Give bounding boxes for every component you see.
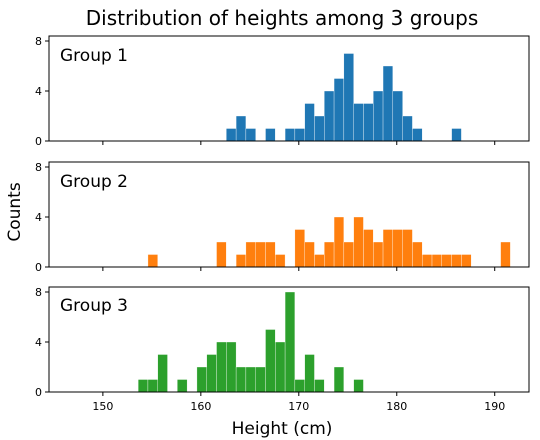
histogram-bar-group-2 — [451, 254, 462, 268]
histogram-bar-group-2 — [431, 254, 442, 268]
histogram-bar-group-2 — [402, 229, 413, 268]
histogram-bar-group-2 — [235, 254, 247, 268]
histogram-bar-group-1 — [333, 78, 345, 142]
x-tick-label: 190 — [484, 400, 505, 413]
histogram-bar-group-2 — [353, 216, 364, 268]
x-axis-label: Height (cm) — [232, 419, 333, 439]
histogram-bar-group-1 — [382, 65, 394, 142]
histogram-bar-group-1 — [245, 128, 256, 142]
y-tick-label: 0 — [35, 135, 42, 148]
histogram-bar-group-1 — [451, 128, 462, 142]
panel-label-group-2: Group 2 — [60, 172, 128, 192]
histogram-bar-group-2 — [382, 229, 394, 268]
histogram-bar-group-1 — [363, 103, 374, 142]
panel-label-group-1: Group 1 — [60, 46, 128, 66]
histogram-bar-group-2 — [333, 216, 345, 268]
histogram-bar-group-1 — [324, 90, 335, 142]
histogram-bar-group-3 — [294, 379, 305, 393]
histogram-bar-group-1 — [373, 90, 384, 142]
histogram-bar-group-2 — [275, 254, 286, 268]
y-tick-label: 0 — [35, 386, 42, 399]
histogram-bar-group-1 — [284, 128, 296, 142]
histogram-bar-group-3 — [255, 366, 266, 393]
y-tick-label: 4 — [35, 211, 42, 224]
histogram-bar-group-2 — [343, 241, 354, 268]
histogram-bar-group-1 — [304, 103, 315, 142]
histogram-bar-group-3 — [284, 291, 296, 393]
histogram-bar-group-2 — [324, 241, 335, 268]
x-tick-label: 170 — [288, 400, 309, 413]
x-tick-label: 180 — [386, 400, 407, 413]
histogram-bar-group-2 — [245, 241, 256, 268]
y-tick-label: 8 — [35, 161, 42, 174]
histogram-bar-group-3 — [245, 366, 256, 393]
chart-title: Distribution of heights among 3 groups — [86, 6, 479, 30]
panel-group-3: Group 3 0 4 8 150 160 170 180 190 — [35, 286, 530, 413]
histogram-bar-group-2 — [373, 241, 384, 268]
histogram-bar-group-3 — [304, 354, 315, 393]
x-tick-label: 160 — [190, 400, 211, 413]
histogram-bar-group-1 — [226, 128, 237, 142]
panel-group-2: Group 2 0 4 8 — [35, 161, 530, 274]
axes-frame-group-1 — [48, 35, 530, 142]
histogram-bar-group-1 — [353, 103, 364, 142]
histogram-bar-group-2 — [392, 229, 403, 268]
histogram-bar-group-1 — [294, 128, 305, 142]
histogram-bar-group-3 — [177, 379, 188, 393]
histogram-bar-group-1 — [265, 128, 276, 142]
histogram-bar-group-3 — [333, 366, 345, 393]
histogram-bar-group-1 — [343, 53, 354, 142]
histogram-bar-group-2 — [304, 241, 315, 268]
histogram-bar-group-2 — [500, 241, 511, 268]
histogram-bar-group-1 — [392, 90, 403, 142]
histogram-bar-group-2 — [147, 254, 158, 268]
y-tick-label: 0 — [35, 261, 42, 274]
histogram-bar-group-2 — [314, 254, 325, 268]
histogram-bar-group-2 — [216, 241, 227, 268]
y-tick-label: 4 — [35, 85, 42, 98]
y-tick-label: 4 — [35, 336, 42, 349]
histogram-bar-group-3 — [353, 379, 364, 393]
axes-frame-group-2 — [48, 161, 530, 268]
x-tick-label: 150 — [92, 400, 113, 413]
histogram-bar-group-1 — [402, 115, 413, 142]
histogram-bar-group-3 — [314, 379, 325, 393]
histogram-bar-group-3 — [265, 329, 276, 393]
panel-label-group-3: Group 3 — [60, 296, 128, 316]
histogram-bar-group-3 — [137, 379, 149, 393]
histogram-bar-group-3 — [226, 341, 237, 393]
y-tick-label: 8 — [35, 286, 42, 299]
histogram-bar-group-1 — [314, 115, 325, 142]
histogram-bar-group-2 — [422, 254, 433, 268]
histogram-bar-group-3 — [275, 341, 286, 393]
histogram-bar-group-2 — [363, 229, 374, 268]
histogram-bar-group-3 — [196, 366, 207, 393]
axes-frame-group-3 — [48, 286, 530, 393]
y-tick-label: 8 — [35, 35, 42, 48]
histogram-bar-group-3 — [206, 354, 217, 393]
histogram-bar-group-2 — [412, 241, 423, 268]
histogram-bar-group-3 — [147, 379, 158, 393]
histogram-bar-group-2 — [441, 254, 452, 268]
panel-group-1: Group 1 0 4 8 — [35, 35, 530, 148]
histogram-bar-group-2 — [265, 241, 276, 268]
histogram-bar-group-1 — [412, 128, 423, 142]
histogram-bar-group-3 — [157, 354, 168, 393]
histogram-bar-group-2 — [461, 254, 472, 268]
histogram-bar-group-3 — [216, 341, 227, 393]
histogram-bar-group-2 — [294, 229, 305, 268]
histogram-bar-group-2 — [255, 241, 266, 268]
histogram-bar-group-1 — [235, 115, 247, 142]
histogram-bar-group-3 — [235, 366, 247, 393]
y-axis-label: Counts — [5, 182, 25, 241]
